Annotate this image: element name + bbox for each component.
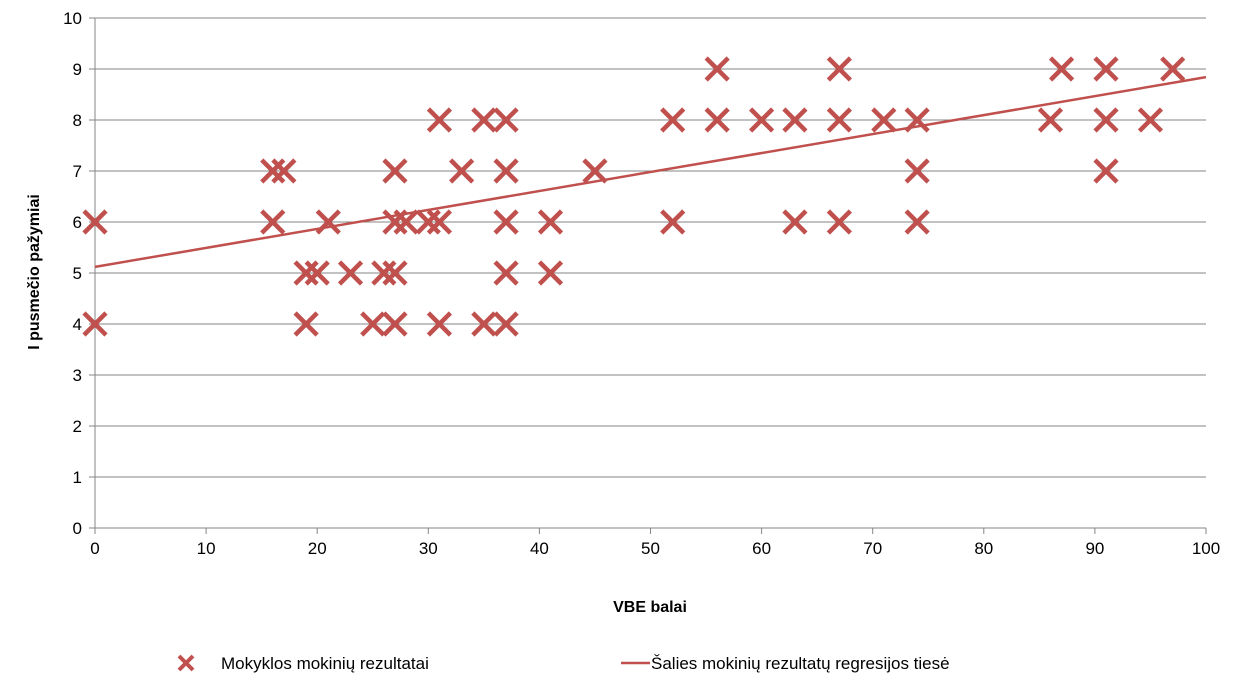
- data-point: [271, 158, 297, 184]
- gridlines: [95, 17, 1206, 478]
- data-point: [471, 107, 497, 133]
- data-point: [493, 311, 519, 337]
- x-tick-label: 90: [1085, 539, 1104, 558]
- data-point: [471, 311, 497, 337]
- legend-item-scatter: Mokyklos mokinių rezultatai: [177, 654, 429, 673]
- y-tick-label: 3: [73, 366, 82, 385]
- data-point: [537, 260, 564, 286]
- data-point: [382, 260, 408, 286]
- y-tick-label: 5: [73, 264, 82, 283]
- data-point: [904, 158, 930, 184]
- legend-label-scatter: Mokyklos mokinių rezultatai: [221, 654, 429, 673]
- y-tick-label: 7: [73, 162, 82, 181]
- data-point: [1137, 107, 1164, 133]
- data-point: [382, 158, 408, 184]
- data-point: [749, 107, 775, 133]
- data-point: [1160, 56, 1186, 82]
- data-point: [82, 209, 108, 235]
- data-point: [660, 107, 686, 133]
- x-tick-label: 60: [752, 539, 771, 558]
- data-point: [826, 107, 852, 133]
- data-point: [1093, 158, 1119, 184]
- data-point: [82, 311, 108, 337]
- legend-label-line: Šalies mokinių rezultatų regresijos ties…: [651, 654, 950, 673]
- x-tick-label: 40: [530, 539, 549, 558]
- y-tick-label: 10: [63, 9, 82, 28]
- data-point: [1048, 56, 1075, 82]
- data-point: [493, 107, 519, 133]
- data-point: [382, 311, 408, 337]
- x-tick-label: 80: [974, 539, 993, 558]
- data-point: [660, 209, 686, 235]
- scatter-series: [82, 56, 1186, 337]
- data-point: [1093, 56, 1119, 82]
- data-point: [904, 107, 930, 133]
- data-point: [426, 209, 453, 235]
- data-point: [315, 209, 341, 235]
- data-point: [260, 158, 286, 184]
- x-tick-label: 20: [308, 539, 327, 558]
- data-point: [493, 260, 519, 286]
- x-tick-label: 50: [641, 539, 660, 558]
- data-point: [704, 56, 730, 82]
- legend-item-line: Šalies mokinių rezultatų regresijos ties…: [621, 654, 950, 673]
- data-point: [826, 56, 852, 82]
- regression-line: [94, 75, 1207, 269]
- data-point: [1037, 107, 1064, 133]
- data-point: [304, 260, 330, 286]
- data-point: [382, 209, 408, 235]
- data-point: [449, 158, 475, 184]
- data-point: [360, 311, 386, 337]
- x-tick-label: 70: [863, 539, 882, 558]
- x-tick-label: 100: [1192, 539, 1220, 558]
- data-point: [293, 311, 319, 337]
- data-point: [493, 209, 519, 235]
- data-point: [782, 209, 808, 235]
- data-point: [1093, 107, 1119, 133]
- y-tick-label: 6: [73, 213, 82, 232]
- data-point: [293, 260, 319, 286]
- data-point: [871, 107, 897, 133]
- data-point: [426, 311, 453, 337]
- data-point: [537, 209, 564, 235]
- x-tick-label: 0: [90, 539, 99, 558]
- data-point: [704, 107, 730, 133]
- data-point: [426, 107, 453, 133]
- legend-x-marker-icon: [177, 654, 195, 672]
- data-point: [582, 158, 608, 184]
- regression-series: [94, 75, 1207, 269]
- data-point: [337, 260, 364, 286]
- data-point: [415, 209, 441, 235]
- y-axis-title: I pusmečio pažymiai: [26, 194, 43, 350]
- x-tick-label: 30: [419, 539, 438, 558]
- axes: [89, 17, 1207, 534]
- y-tick-label: 8: [73, 111, 82, 130]
- y-tick-label: 2: [73, 417, 82, 436]
- legend: Mokyklos mokinių rezultatai Šalies mokin…: [177, 654, 950, 673]
- data-point: [393, 209, 419, 235]
- data-point: [493, 158, 519, 184]
- data-point: [260, 209, 286, 235]
- x-tick-label: 10: [197, 539, 216, 558]
- x-axis-title: VBE balai: [613, 599, 687, 616]
- y-tick-label: 0: [73, 519, 82, 538]
- y-tick-label: 1: [73, 468, 82, 487]
- data-point: [782, 107, 808, 133]
- data-point: [904, 209, 930, 235]
- y-tick-label: 4: [73, 315, 82, 334]
- data-point: [371, 260, 397, 286]
- data-point: [826, 209, 852, 235]
- y-tick-label: 9: [73, 60, 82, 79]
